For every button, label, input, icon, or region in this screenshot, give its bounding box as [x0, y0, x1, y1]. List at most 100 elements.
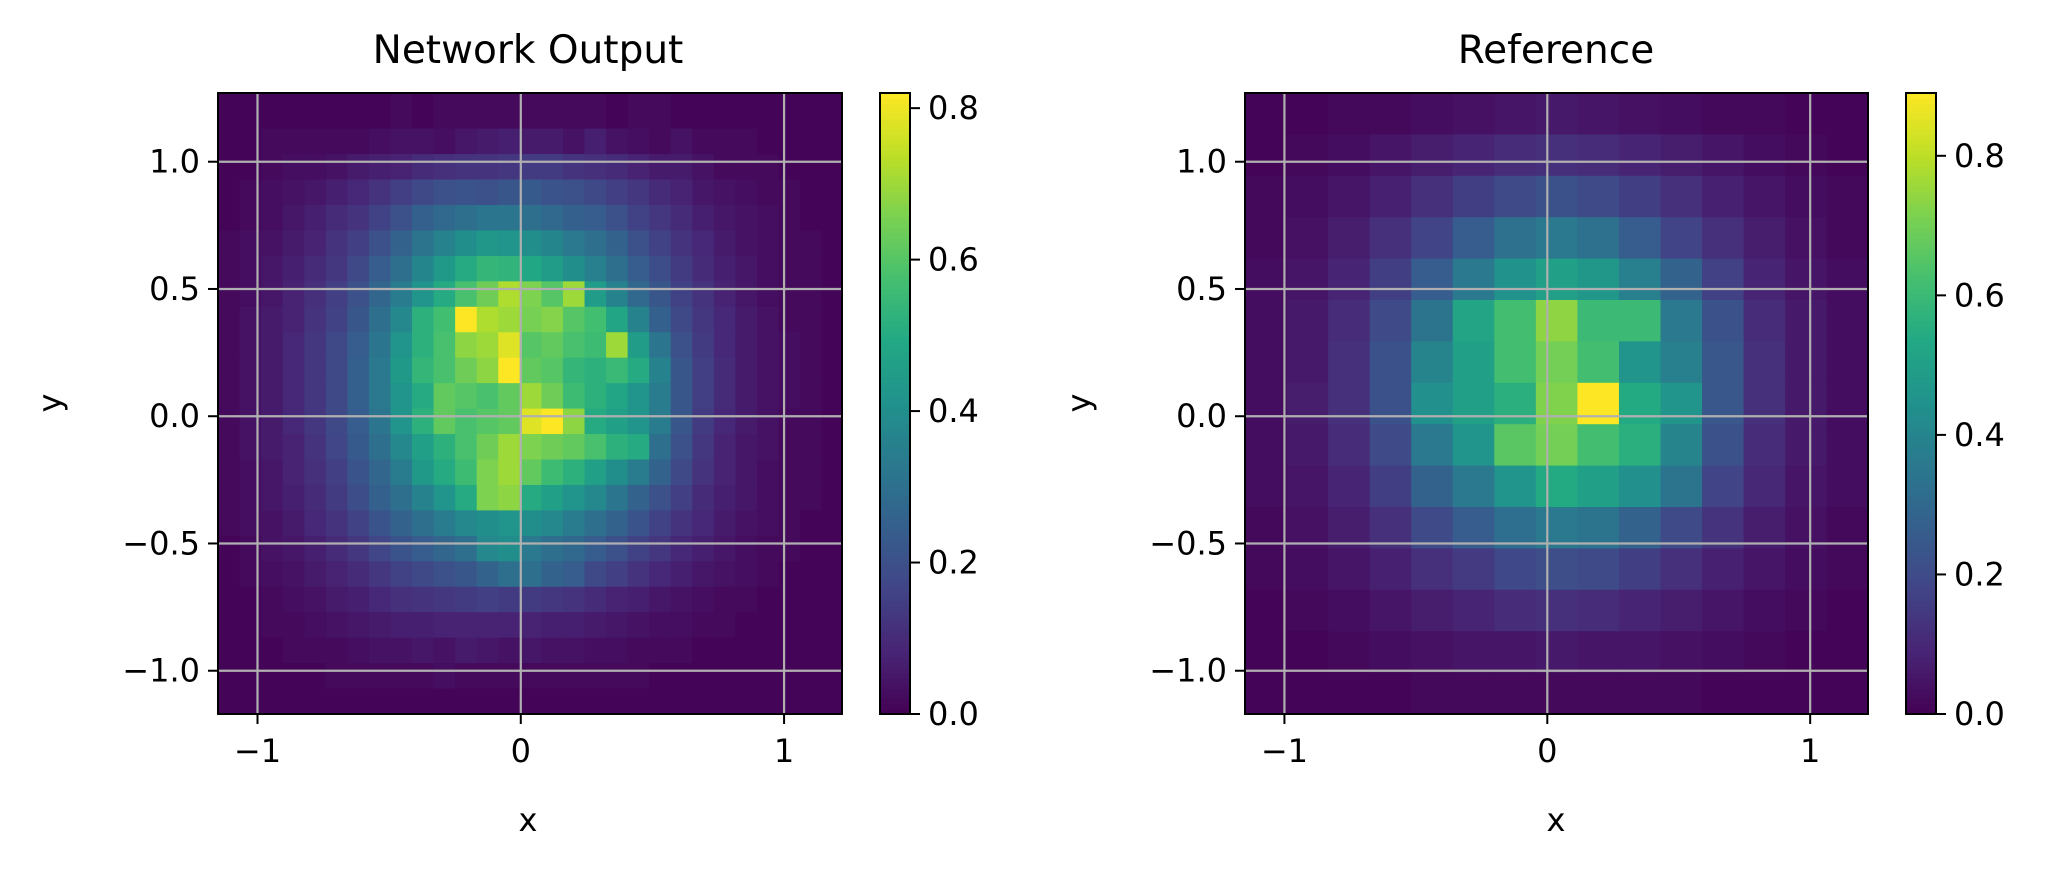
heatmap-cell — [692, 93, 715, 130]
heatmap-cell — [455, 204, 478, 232]
heatmap-cell — [1785, 672, 1828, 715]
heatmap-cell — [261, 408, 284, 435]
heatmap-cell — [1328, 507, 1371, 549]
colorbar-tick-label: 0.8 — [1954, 137, 2005, 175]
heatmap-cell — [368, 561, 392, 588]
colorbar-segment — [1906, 543, 1936, 549]
heatmap-cell — [282, 306, 305, 333]
colorbar-segment — [880, 377, 910, 384]
heatmap-cell — [562, 663, 586, 690]
heatmap-cell — [1826, 382, 1869, 425]
heatmap-cell — [1618, 672, 1662, 715]
colorbar-segment — [1906, 180, 1936, 187]
heatmap-cell — [670, 688, 693, 715]
heatmap-cell — [325, 688, 348, 715]
colorbar: 0.0 0.2 0.4 0.6 0.8 — [1905, 92, 2005, 733]
heatmap-cell — [756, 510, 780, 537]
heatmap-cell — [670, 306, 693, 333]
heatmap-cell — [778, 535, 801, 562]
heatmap-cell — [455, 459, 478, 486]
heatmap-cell — [282, 612, 305, 639]
heatmap-cell — [368, 434, 392, 461]
colorbar-segment — [1906, 243, 1936, 249]
heatmap-cell — [218, 306, 241, 333]
heatmap-cell — [584, 306, 607, 333]
heatmap-cell — [433, 204, 456, 232]
colorbar-segment — [1906, 144, 1936, 151]
heatmap-cell — [1743, 631, 1786, 674]
heatmap-cell — [1535, 589, 1578, 632]
heatmap-cell — [821, 510, 843, 537]
heatmap-cell — [756, 688, 780, 715]
colorbar-segment — [1906, 377, 1936, 384]
heatmap-cell — [239, 128, 262, 155]
colorbar-segment — [1906, 134, 1936, 141]
heatmap-cell — [821, 255, 843, 282]
heatmap-cell — [1660, 217, 1703, 260]
heatmap-cell — [606, 434, 629, 461]
colorbar-segment — [1906, 367, 1936, 374]
y-tick-label: −0.5 — [122, 524, 200, 562]
colorbar-segment — [880, 315, 910, 322]
colorbar-segment — [880, 657, 910, 663]
heatmap-cell — [455, 484, 478, 511]
colorbar-segment — [1906, 460, 1936, 467]
colorbar-segment — [880, 646, 910, 653]
heatmap-cell — [218, 255, 241, 282]
heatmap-cell — [778, 255, 801, 282]
heatmap-cell — [1328, 589, 1371, 632]
heatmap-cell — [713, 332, 737, 359]
heatmap-cell — [325, 484, 348, 511]
heatmap-cell — [1286, 299, 1329, 342]
heatmap-cell — [476, 663, 499, 690]
y-tick-label: −1.0 — [1149, 652, 1227, 690]
heatmap-cell — [412, 357, 435, 384]
heatmap-cell — [390, 128, 413, 155]
colorbar-segment — [1906, 237, 1936, 244]
heatmap-cell — [541, 383, 564, 410]
heatmap-cell — [756, 93, 780, 130]
heatmap-cell — [476, 510, 499, 537]
colorbar-segment — [880, 196, 910, 203]
colorbar-segment — [880, 356, 910, 363]
heatmap-cell — [1577, 217, 1620, 260]
colorbar-segment — [880, 387, 910, 394]
heatmap-cell — [304, 637, 327, 664]
heatmap-cell — [368, 93, 392, 130]
heatmap-cell — [756, 154, 780, 181]
colorbar-segment — [880, 139, 910, 146]
y-tick-label: −1.0 — [122, 652, 200, 690]
heatmap-cell — [347, 612, 370, 639]
heatmap-cell — [519, 688, 542, 715]
heatmap-cell — [1577, 424, 1620, 467]
colorbar-segment — [1906, 548, 1936, 555]
colorbar-segment — [880, 201, 910, 208]
heatmap-cell — [562, 408, 586, 435]
heatmap-cell — [1286, 258, 1329, 301]
chart-title: Network Output — [373, 28, 684, 73]
heatmap-cell — [606, 663, 629, 690]
heatmap-cell — [670, 230, 693, 257]
heatmap-cell — [239, 306, 262, 333]
heatmap-cell — [325, 179, 348, 206]
heatmap-cell — [562, 204, 586, 232]
heatmap-cell — [325, 383, 348, 410]
x-axis-label: x — [1547, 801, 1566, 839]
heatmap-cell — [778, 332, 801, 359]
heatmap-cell — [239, 408, 262, 435]
heatmap-cell — [1702, 258, 1745, 301]
heatmap-cell — [584, 459, 607, 486]
colorbar-segment — [1906, 113, 1936, 120]
heatmap-cell — [304, 255, 327, 282]
heatmap-cell — [1577, 548, 1620, 591]
heatmap-cell — [670, 408, 693, 435]
heatmap-cell — [1826, 258, 1869, 301]
colorbar-segment — [1906, 300, 1936, 306]
heatmap-cell — [692, 535, 715, 562]
heatmap-cell — [433, 230, 456, 257]
heatmap-cell — [433, 128, 456, 155]
heatmap-cell — [1618, 217, 1662, 260]
heatmap-cell — [1286, 175, 1329, 218]
colorbar-segment — [880, 279, 910, 286]
colorbar-segment — [1906, 305, 1936, 311]
